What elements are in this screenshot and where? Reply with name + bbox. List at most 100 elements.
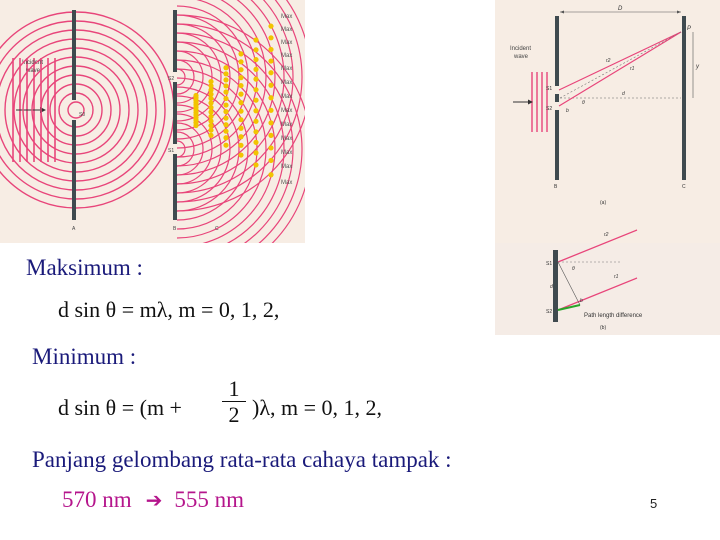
wavelength-to: 555 nm [174,487,245,512]
distance-label: D [618,6,623,12]
maximum-point [268,120,274,126]
maximum-point [253,150,259,156]
incident-wave-a-label-line1: Incident [510,46,531,52]
path-difference-label: Path length difference [584,313,643,319]
maximum-point [208,87,214,93]
screen-c-a-label: C [682,184,686,190]
maximum-point [253,66,259,72]
maximum-point [238,91,244,97]
slide-number: 5 [650,496,658,511]
maximum-point [268,70,274,76]
screen-b-label: B [173,226,177,232]
maximum-point [208,118,214,124]
minimum-equation-left: d sin θ = (m + [58,395,182,420]
maximum-point [253,129,259,135]
maximum-point [268,46,274,53]
maximum-point [223,71,229,77]
incident-plane-waves-a [513,72,548,132]
maximum-point [238,134,244,140]
maximum-point [223,65,229,71]
ray-r2-b-label: r2 [604,232,609,238]
interfering-arc [177,131,195,167]
maximum-point [223,102,229,108]
slit-s1-label: S1 [168,148,174,154]
figure-a-background [495,0,720,243]
minimum-equation-right: )λ, m = 0, 1, 2, [252,395,383,420]
interfering-arc [177,0,267,167]
maximum-point [268,157,274,164]
slit-s1-b-label: S1 [546,261,552,267]
point-b-b-label: b [580,298,583,304]
path-difference-segment [557,304,581,311]
interfering-arc [177,122,204,176]
separation-b-label: d [550,284,553,290]
diffracted-arc [67,101,85,119]
maximum-point [193,122,199,129]
maximum-point [253,97,259,103]
maximum-point [268,132,274,138]
maximum-point [268,82,274,88]
ray-r1-b-label: r1 [614,274,619,280]
maximum-point [208,83,214,89]
interfering-arc [177,77,249,221]
maximum-point [253,76,259,82]
maximum-point [268,172,274,178]
maximum-point [238,82,244,89]
maximum-point [208,100,214,106]
screen-a-label: A [72,226,76,232]
screen-b-a-label: B [554,184,558,190]
barrier-a [72,10,76,220]
maximum-point [238,142,244,148]
maximum-point [253,37,259,43]
right-arrow-icon: ➔ [145,488,163,512]
maximum-point [253,87,259,93]
maximum-point [208,132,214,138]
maximum-point [238,108,244,114]
interfering-arc [177,59,195,95]
ray-r2-label: r2 [606,58,611,64]
figure-b-background [495,243,720,335]
max-label: Max [281,66,292,72]
ray-r2 [558,31,682,91]
interfering-arc [177,50,276,243]
max-label: Max [281,27,292,33]
geometry-figure-a: Incident wave D P r2 r1 y S1 S2 d θ b B … [495,0,720,243]
maximum-point [208,123,214,129]
height-y-label: y [695,64,700,70]
fraction-denominator: 2 [228,402,240,427]
maximum-point [268,35,274,41]
maximum-point [223,128,229,134]
slit-s2-a-label: S2 [546,106,552,112]
maximum-point [208,109,214,115]
interfering-arc [177,68,186,86]
interfering-arc [177,95,231,203]
interfering-arc [177,0,285,185]
fraction-bar [222,401,246,402]
incident-wave-label-line1: Incident [22,60,43,66]
maximum-point [253,139,259,145]
figure-b-caption: (b) [600,325,606,331]
interfering-arc [177,32,294,243]
center-ray [559,31,682,99]
maximum-point [238,59,244,65]
interfering-arc [177,86,240,212]
fraction-numerator: 1 [228,376,240,401]
slit-barrier-b [555,16,559,180]
maximum-point [268,58,274,64]
angle-a-label: θ [582,100,585,106]
maximum-point [208,113,214,120]
wavelength-values: 570 nm ➔ 555 nm [62,487,244,513]
interfering-arc [177,0,276,176]
point-p-label: P [687,26,691,32]
maximum-point [223,109,229,115]
maximum-point [253,56,259,63]
max-label: Max [281,122,292,128]
wavelength-heading: Panjang gelombang rata-rata cahaya tampa… [32,447,452,472]
maximum-point [268,107,274,113]
maximum-point [223,135,229,141]
max-label: Max [281,80,292,86]
maximum-point [208,95,214,102]
figure-a-caption: (a) [600,200,606,206]
geometry-figure-b: r2 r1 S1 S2 θ d b Path length difference… [495,229,720,335]
maximum-point [268,23,274,29]
